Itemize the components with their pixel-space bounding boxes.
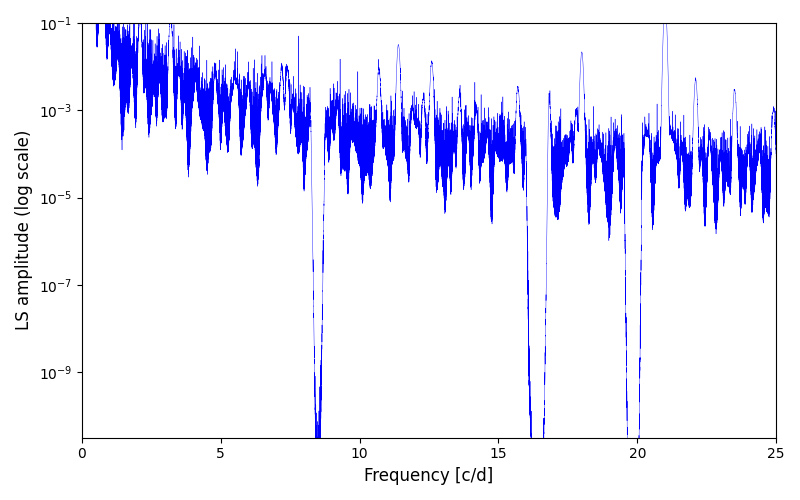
Y-axis label: LS amplitude (log scale): LS amplitude (log scale)	[15, 130, 33, 330]
X-axis label: Frequency [c/d]: Frequency [c/d]	[364, 467, 494, 485]
